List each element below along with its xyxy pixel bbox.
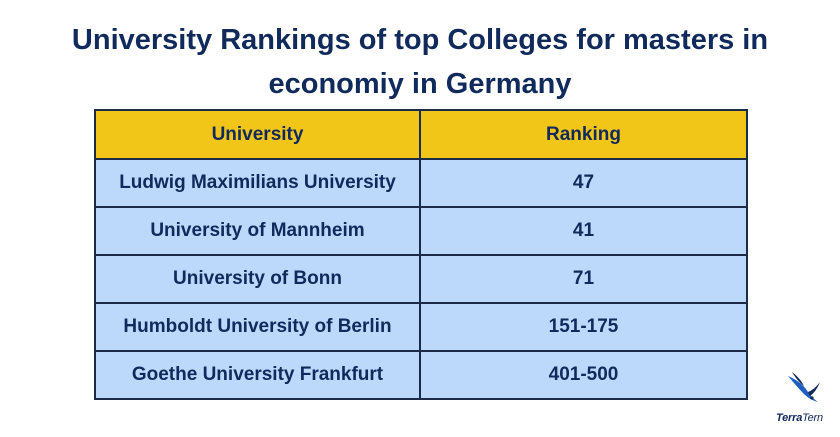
table-row: University of Mannheim 41 xyxy=(94,206,748,256)
university-cell: University of Bonn xyxy=(94,254,421,304)
logo-text-tern: Tern xyxy=(802,412,823,424)
column-header-university: University xyxy=(94,109,421,160)
university-cell: Ludwig Maximilians University xyxy=(94,158,421,208)
ranking-cell: 41 xyxy=(419,206,748,256)
table-row: Goethe University Frankfurt 401-500 xyxy=(94,350,748,400)
table-row: University of Bonn 71 xyxy=(94,254,748,304)
table-row: Ludwig Maximilians University 47 xyxy=(94,158,748,208)
ranking-cell: 47 xyxy=(419,158,748,208)
table-row: Humboldt University of Berlin 151-175 xyxy=(94,302,748,352)
logo-wordmark: TerraTern xyxy=(776,412,823,424)
university-cell: University of Mannheim xyxy=(94,206,421,256)
column-header-ranking: Ranking xyxy=(419,109,748,160)
ranking-cell: 71 xyxy=(419,254,748,304)
page-title: University Rankings of top Colleges for … xyxy=(71,24,769,100)
table-header-row: University Ranking xyxy=(94,109,748,160)
ranking-cell: 401-500 xyxy=(419,350,748,400)
rankings-table: University Ranking Ludwig Maximilians Un… xyxy=(94,109,748,400)
terratern-logo: TerraTern xyxy=(776,368,832,430)
tern-bird-icon xyxy=(788,372,820,402)
ranking-cell: 151-175 xyxy=(419,302,748,352)
logo-text-terra: Terra xyxy=(776,412,803,424)
university-cell: Humboldt University of Berlin xyxy=(94,302,421,352)
university-cell: Goethe University Frankfurt xyxy=(94,350,421,400)
